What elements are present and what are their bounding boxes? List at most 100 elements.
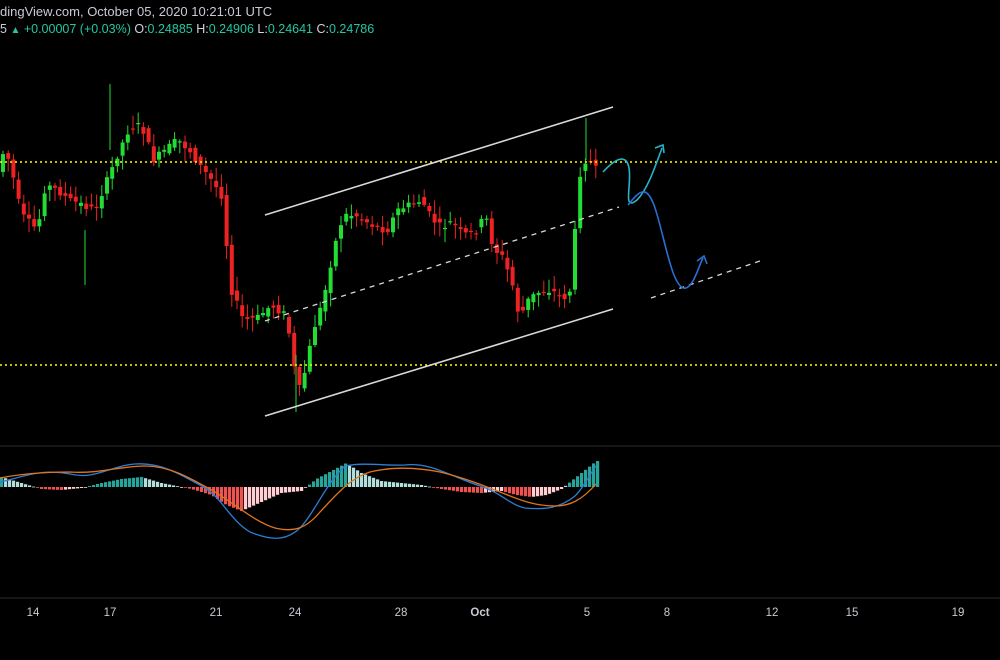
histogram-bar <box>284 487 288 493</box>
candle <box>16 171 21 204</box>
candle <box>167 139 172 156</box>
x-tick-label: 24 <box>289 607 302 619</box>
histogram-bar <box>112 480 116 487</box>
candle <box>432 200 437 236</box>
histogram-bar <box>576 476 580 487</box>
channel-mid-line[interactable] <box>264 206 620 322</box>
histogram-bar <box>516 487 520 496</box>
histogram-bar <box>416 484 420 487</box>
candle <box>11 154 16 189</box>
candle <box>437 206 442 237</box>
candle <box>365 215 369 229</box>
histogram-bar <box>444 487 448 490</box>
x-tick-label: 8 <box>664 607 670 619</box>
histogram-bar <box>468 487 472 493</box>
candle <box>6 150 11 172</box>
histogram-bar <box>132 477 136 487</box>
signal-line[interactable] <box>0 465 597 531</box>
histogram-bar <box>4 478 8 487</box>
histogram-bar <box>408 483 412 487</box>
histogram-bar <box>500 487 504 491</box>
candle <box>333 237 338 271</box>
candle <box>302 360 307 392</box>
histogram-bar <box>568 482 572 487</box>
histogram-bar <box>464 487 468 493</box>
candle <box>313 314 317 348</box>
horizontal-levels <box>0 161 1000 366</box>
x-tick-label: Oct <box>470 607 489 619</box>
high-label: H: <box>196 22 209 36</box>
histogram-bar <box>172 485 176 487</box>
candle <box>469 222 473 240</box>
candle <box>323 285 328 321</box>
candle <box>183 135 187 162</box>
histogram-bar <box>456 487 460 492</box>
histogram-bar <box>108 481 112 487</box>
candle <box>73 186 78 212</box>
histogram-bar <box>320 476 324 487</box>
candle <box>42 186 47 221</box>
histogram-bar <box>316 478 320 487</box>
histogram-bar <box>264 487 268 501</box>
histogram-bar <box>476 487 480 493</box>
candle <box>557 288 562 308</box>
histogram-bar <box>312 481 316 487</box>
histogram-bar <box>152 480 156 487</box>
histogram-bar <box>204 487 208 494</box>
projection-path-blue[interactable] <box>627 191 704 289</box>
histogram-bar <box>356 470 360 487</box>
macd-line[interactable] <box>0 463 597 539</box>
histogram-bar <box>244 487 248 510</box>
candle <box>417 194 421 207</box>
histogram-bar <box>60 487 64 490</box>
candle <box>391 212 395 238</box>
candle <box>500 239 505 260</box>
channel-upper-line[interactable] <box>264 106 614 216</box>
ohlc-readout: 5 ▲ +0.00007 (+0.03%) O:0.24885 H:0.2490… <box>0 22 374 36</box>
histogram-bar <box>52 487 56 490</box>
histogram-bar <box>452 487 456 491</box>
histogram-bar <box>308 484 312 487</box>
histogram-bar <box>532 487 536 497</box>
chart-title: dingView.com, October 05, 2020 10:21:01 … <box>0 4 273 19</box>
candle <box>562 284 567 309</box>
histogram-bar <box>276 487 280 495</box>
histogram-bar <box>72 487 76 489</box>
candle <box>157 146 161 168</box>
up-arrow-icon: ▲ <box>10 25 21 36</box>
projection-path-teal[interactable] <box>602 147 663 204</box>
candle <box>245 304 250 330</box>
histogram-bar <box>248 487 252 508</box>
candle <box>136 112 141 134</box>
histogram-bar <box>400 483 404 487</box>
x-tick-label: 19 <box>952 607 965 619</box>
histogram-bar <box>104 482 108 487</box>
x-tick-label: 21 <box>210 607 223 619</box>
candle <box>224 183 229 259</box>
histogram-bar <box>524 487 528 497</box>
candle <box>146 125 151 145</box>
histogram-bar <box>8 479 12 487</box>
channel-lower-line[interactable] <box>264 308 614 417</box>
candle <box>115 156 120 173</box>
histogram-bar <box>368 476 372 487</box>
candle <box>281 305 286 320</box>
channel-mid-extension-line[interactable] <box>650 260 761 299</box>
histogram-bar <box>388 481 392 487</box>
candle <box>151 134 156 167</box>
histogram-bar <box>96 484 100 487</box>
candle <box>292 326 297 375</box>
candle <box>401 199 406 215</box>
x-tick-label: 12 <box>766 607 779 619</box>
histogram-bar <box>364 474 368 487</box>
candle <box>235 276 239 310</box>
candle <box>37 209 42 232</box>
histogram-bar <box>64 487 68 490</box>
candle <box>47 181 52 202</box>
candle <box>53 182 57 201</box>
candle <box>489 210 494 253</box>
candle <box>131 115 135 135</box>
histogram-bar <box>44 487 48 490</box>
candle <box>427 202 432 217</box>
